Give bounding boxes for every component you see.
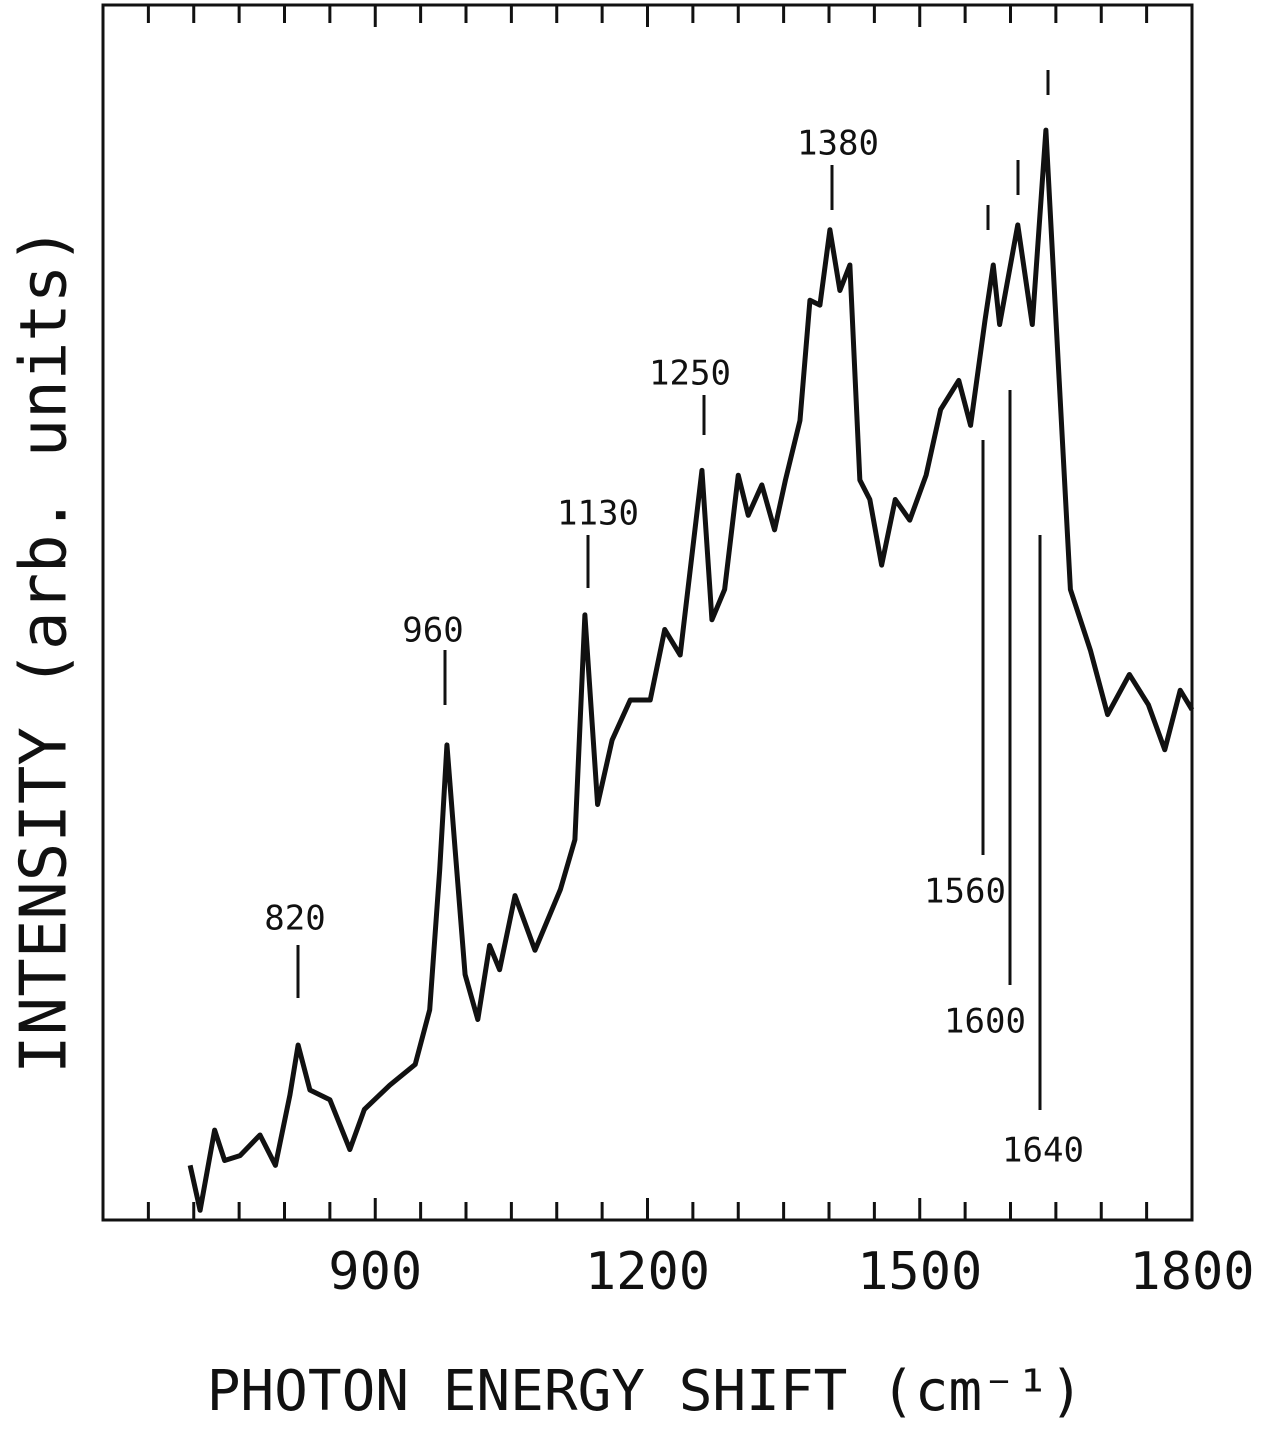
peak-label: 1380: [797, 124, 879, 164]
spectrum-line: [187, 127, 1195, 1213]
peak-label: 960: [402, 611, 463, 651]
x-tick-label: 1500: [857, 1242, 982, 1302]
y-axis-label: INTENSITY (arb. units): [8, 226, 82, 1074]
x-axis-label: PHOTON ENERGY SHIFT (cm⁻¹): [207, 1359, 1084, 1424]
plot-frame: [101, 3, 1194, 1222]
x-tick-label: 1800: [1129, 1242, 1254, 1302]
peak-label: 1130: [557, 494, 639, 534]
x-tick-label: 1200: [585, 1242, 710, 1302]
peak-label: 1600: [944, 1002, 1026, 1042]
x-tick-label: 900: [328, 1242, 422, 1302]
peak-label: 1250: [649, 354, 731, 394]
peak-label: 1640: [1002, 1131, 1084, 1171]
peak-label: 1560: [924, 872, 1006, 912]
peak-label: 820: [264, 899, 325, 939]
